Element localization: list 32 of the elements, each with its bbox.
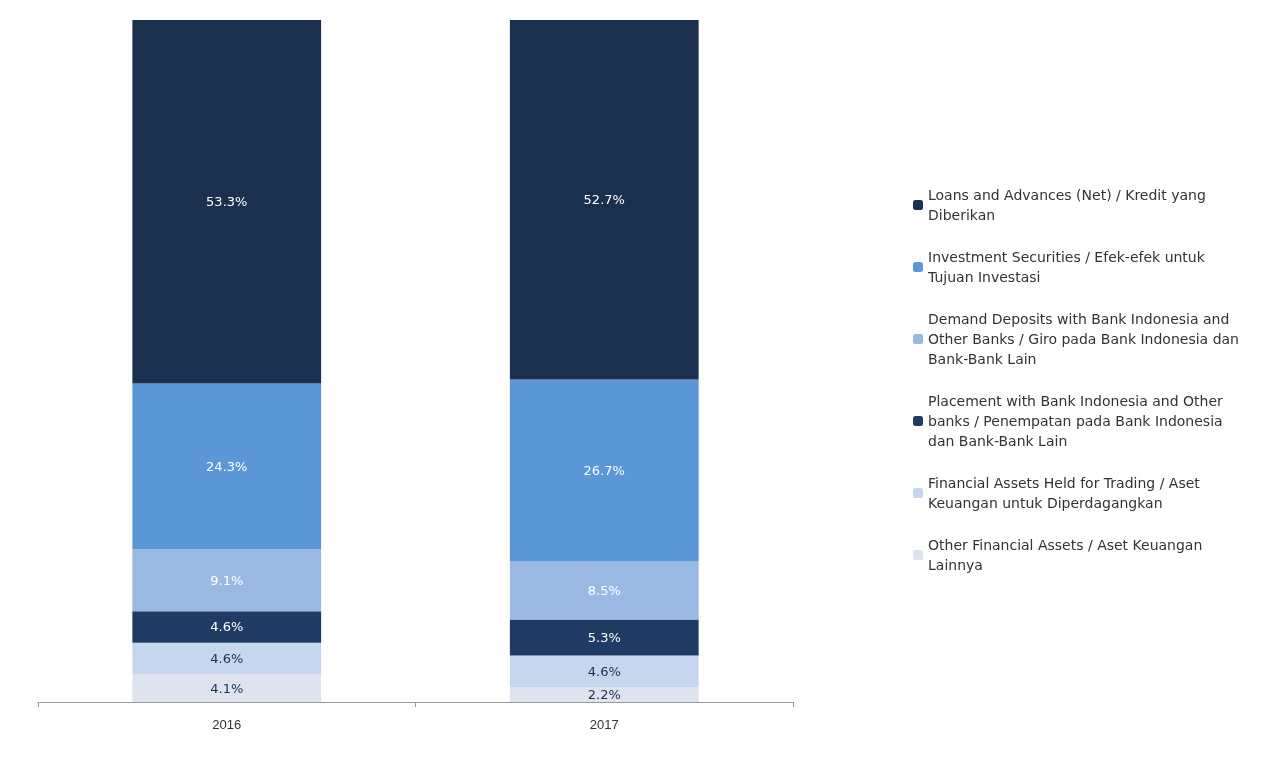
data-label: 5.3%	[587, 630, 621, 646]
data-label: 2.2%	[587, 687, 621, 702]
bar	[132, 383, 322, 550]
bar	[509, 655, 699, 687]
legend-label: Loans and Advances (Net) / Kredit yang Diberikan	[928, 187, 1211, 223]
bar	[132, 549, 322, 612]
data-label: 4.1%	[210, 680, 244, 696]
data-label: 4.6%	[210, 619, 244, 635]
bar	[509, 379, 699, 562]
data-label: 26.7%	[583, 462, 625, 478]
data-label: 24.3%	[206, 458, 248, 474]
x-tick-label: 2017	[589, 717, 619, 732]
bar	[132, 674, 322, 702]
bar	[132, 642, 322, 675]
legend-label: Investment Securities / Efek-efek untuk Tujuan Investasi	[927, 249, 1210, 285]
data-label: 4.6%	[587, 663, 621, 679]
bar	[509, 687, 699, 702]
legend-label: Other Financial Assets / Aset Keuangan Lainnya	[928, 537, 1207, 573]
data-label: 53.3%	[206, 194, 248, 210]
data-label: 9.1%	[210, 572, 244, 588]
data-label: 52.7%	[583, 192, 625, 208]
x-tick-label: 2016	[212, 717, 242, 732]
bar	[132, 611, 322, 643]
bar	[509, 561, 699, 620]
legend-label: Demand Deposits with Bank Indonesia and Other Banks / Giro pada Bank Indonesia dan Bank-Bank Lain	[928, 311, 1244, 367]
data-label: 8.5%	[587, 582, 621, 598]
bar	[132, 20, 322, 384]
legend-label: Financial Assets Held for Trading / Aset Keuangan untuk Diperdagangkan	[928, 475, 1205, 511]
data-label: 4.6%	[210, 650, 244, 666]
bar	[509, 20, 699, 380]
bar	[509, 619, 699, 656]
legend-label: Placement with Bank Indonesia and Other banks / Penempatan pada Bank Indonesia dan Bank-Bank Lain	[928, 393, 1228, 449]
